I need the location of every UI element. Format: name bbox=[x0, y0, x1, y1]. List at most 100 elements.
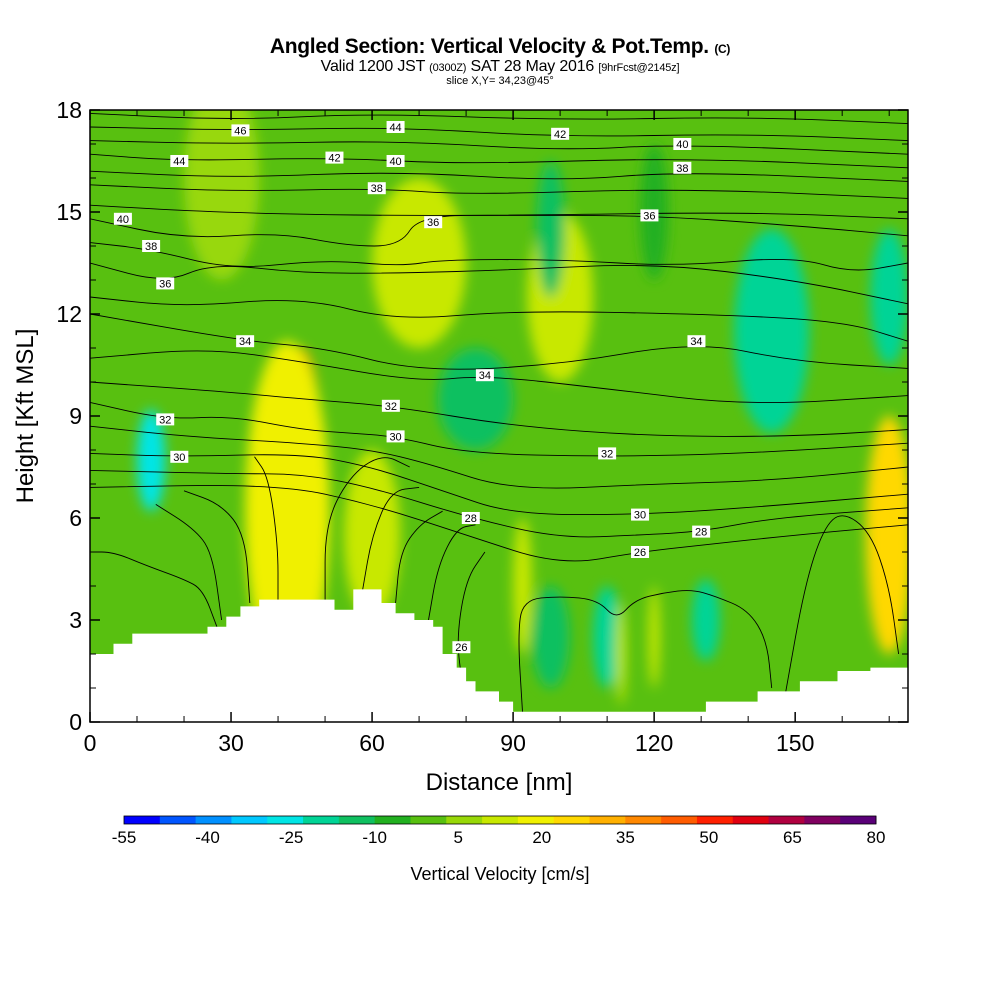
contour-label: 34 bbox=[236, 335, 255, 348]
contour-label-text: 38 bbox=[676, 163, 688, 175]
isentrope-line bbox=[395, 510, 443, 604]
isentrope-line bbox=[90, 184, 908, 199]
colorbar-tick-label: 65 bbox=[783, 828, 802, 847]
colorbar-swatch bbox=[231, 816, 268, 824]
contour-label: 36 bbox=[424, 216, 443, 229]
isentrope-line bbox=[90, 112, 908, 125]
copyright-mark: (C) bbox=[714, 42, 731, 56]
colorbar-swatch bbox=[195, 816, 232, 824]
x-tick-label: 120 bbox=[635, 730, 673, 756]
contour-label: 32 bbox=[381, 399, 400, 413]
contour-label: 30 bbox=[170, 450, 189, 464]
velocity-feature bbox=[245, 341, 330, 682]
colorbar-swatch bbox=[517, 816, 555, 824]
contour-label-text: 42 bbox=[328, 153, 340, 165]
valid-time: Valid 1200 JST bbox=[320, 58, 425, 75]
x-tick-label: 90 bbox=[500, 730, 526, 756]
isentrope-line bbox=[90, 551, 218, 627]
contour-label: 38 bbox=[673, 161, 692, 175]
colorbar-tick-label: -25 bbox=[279, 828, 304, 847]
velocity-feature bbox=[870, 229, 908, 365]
contour-label-text: 40 bbox=[389, 156, 401, 168]
y-tick-label: 18 bbox=[56, 97, 82, 123]
velocity-feature bbox=[513, 518, 532, 654]
contour-label-text: 40 bbox=[117, 214, 129, 226]
colorbar-tick-label: 20 bbox=[532, 828, 551, 847]
contour-label: 34 bbox=[475, 369, 494, 382]
velocity-feature bbox=[865, 416, 908, 654]
terrain-mask bbox=[90, 589, 908, 722]
colorbar-tick-label: -40 bbox=[195, 828, 220, 847]
contour-label-text: 32 bbox=[601, 448, 613, 460]
colorbar-swatch bbox=[446, 816, 483, 824]
contour-label: 26 bbox=[631, 546, 650, 559]
isentrope-line bbox=[785, 515, 900, 692]
contour-label: 44 bbox=[170, 155, 189, 168]
velocity-feature bbox=[536, 161, 565, 297]
chart-subtitle: Valid 1200 JST (0300Z) SAT 28 May 2016 [… bbox=[0, 58, 1000, 75]
contour-label-text: 36 bbox=[427, 217, 439, 229]
colorbar-swatch bbox=[625, 816, 662, 824]
velocity-feature bbox=[648, 586, 660, 688]
contour-label: 34 bbox=[687, 335, 706, 348]
isentrope-line bbox=[90, 350, 908, 404]
velocity-feature bbox=[691, 579, 720, 661]
contour-label: 44 bbox=[386, 121, 405, 134]
contour-label: 40 bbox=[673, 138, 692, 151]
valid-date: SAT 28 May 2016 bbox=[470, 58, 595, 75]
colorbar-swatch bbox=[840, 816, 877, 824]
contour-label: 32 bbox=[156, 413, 175, 426]
contour-label: 38 bbox=[142, 240, 161, 253]
contour-label: 42 bbox=[325, 151, 344, 165]
colorbar-swatch bbox=[410, 816, 447, 824]
x-tick-label: 30 bbox=[218, 730, 244, 756]
y-axis-label: Height [Kft MSL] bbox=[12, 329, 39, 504]
contour-label-text: 30 bbox=[389, 431, 401, 443]
contour-label-text: 34 bbox=[479, 370, 491, 382]
velocity-feature bbox=[734, 229, 810, 433]
contour-label-text: 44 bbox=[389, 122, 401, 134]
x-axis-label: Distance [nm] bbox=[426, 769, 573, 796]
contour-label: 40 bbox=[386, 155, 405, 168]
colorbar-swatch bbox=[374, 816, 411, 824]
contour-label: 42 bbox=[551, 127, 570, 141]
isentrope-line bbox=[90, 126, 908, 142]
contour-label-text: 38 bbox=[371, 183, 383, 195]
isentrope-line bbox=[90, 204, 908, 220]
chart-title: Angled Section: Vertical Velocity & Pot.… bbox=[0, 36, 1000, 60]
contour-label: 28 bbox=[461, 512, 480, 525]
colorbar-swatch bbox=[732, 816, 770, 824]
x-tick-label: 60 bbox=[359, 730, 385, 756]
colorbar-swatch bbox=[159, 816, 197, 824]
isentrope-line bbox=[90, 381, 908, 437]
colorbar-label: Vertical Velocity [cm/s] bbox=[410, 864, 589, 884]
contour-label-text: 28 bbox=[465, 513, 477, 525]
y-tick-label: 9 bbox=[69, 403, 82, 429]
velocity-feature bbox=[437, 348, 514, 450]
colorbar-tick-label: 50 bbox=[699, 828, 718, 847]
contour-label: 26 bbox=[452, 641, 471, 654]
x-tick-label: 150 bbox=[776, 730, 814, 756]
isentrope-line bbox=[90, 313, 908, 370]
y-tick-label: 15 bbox=[56, 199, 82, 225]
contour-label-text: 46 bbox=[234, 125, 246, 137]
colorbar-swatch bbox=[768, 816, 805, 824]
colorbar-swatch bbox=[338, 816, 376, 824]
isentrope-line bbox=[183, 490, 251, 604]
colorbar-swatch bbox=[124, 816, 161, 824]
contour-label: 30 bbox=[386, 430, 405, 443]
colorbar-tick-label: 5 bbox=[453, 828, 462, 847]
forecast-info: [9hrFcst@2145z] bbox=[598, 62, 680, 74]
colorbar-swatch bbox=[553, 816, 591, 824]
contour-label-text: 38 bbox=[145, 241, 157, 253]
velocity-feature bbox=[531, 586, 570, 688]
contour-label: 36 bbox=[156, 277, 175, 290]
contour-label: 40 bbox=[113, 212, 132, 226]
colorbar-tick-label: 80 bbox=[867, 828, 886, 847]
isentrope-line bbox=[90, 401, 908, 457]
isentrope-line bbox=[90, 170, 908, 182]
contour-label: 28 bbox=[692, 525, 711, 539]
y-tick-label: 12 bbox=[56, 301, 82, 327]
contour-label-text: 44 bbox=[173, 156, 185, 168]
